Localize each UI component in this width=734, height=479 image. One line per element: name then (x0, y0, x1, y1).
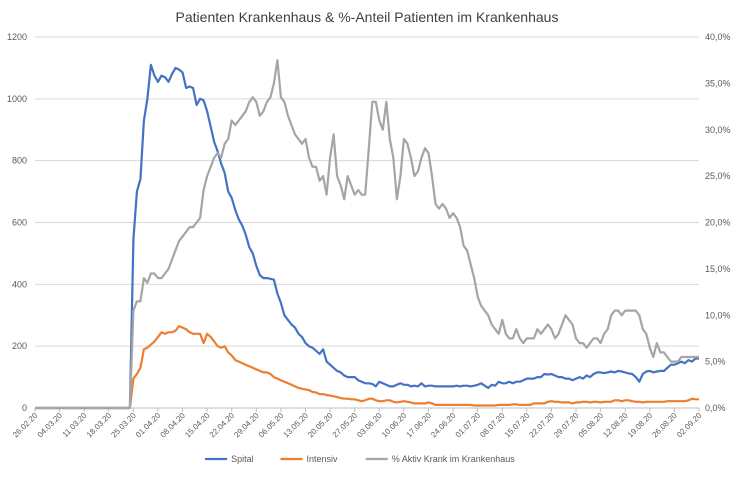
x-tick-label: 24.06.20 (429, 411, 458, 440)
y-tick-label: 200 (12, 341, 27, 351)
x-tick-label: 18.03.20 (85, 411, 114, 440)
y-tick-label: 600 (12, 218, 27, 228)
x-tick-label: 10.06.20 (380, 411, 409, 440)
x-tick-label: 17.06.20 (405, 411, 434, 440)
x-tick-label: 12.08.20 (601, 411, 630, 440)
y2-tick-label: 20,0% (705, 218, 731, 228)
y-tick-label: 400 (12, 279, 27, 289)
x-tick-label: 15.07.20 (503, 411, 532, 440)
y2-tick-label: 35,0% (705, 78, 731, 88)
x-tick-label: 26.02.20 (11, 411, 40, 440)
x-tick-label: 22.04.20 (208, 411, 237, 440)
x-tick-label: 26.08.20 (650, 411, 679, 440)
y-tick-label: 1000 (7, 94, 27, 104)
axes: 0 200 400 600 800 1000 1200 0,0% 5,0% 10,0% 15,0% 2… (7, 32, 731, 439)
x-tick-label: 19.08.20 (626, 411, 655, 440)
x-tick-label: 25.03.20 (109, 411, 138, 440)
x-tick-label: 13.05.20 (282, 411, 311, 440)
y2-tick-label: 15,0% (705, 264, 731, 274)
y2-tick-label: 0,0% (705, 403, 726, 413)
x-tick-label: 29.07.20 (552, 411, 581, 440)
y2-tick-label: 25,0% (705, 171, 731, 181)
x-tick-label: 22.07.20 (527, 411, 556, 440)
x-tick-label: 02.09.20 (675, 411, 704, 440)
chart-title: Patienten Krankenhaus & %-Anteil Patient… (176, 9, 559, 25)
y2-tick-label: 30,0% (705, 125, 731, 135)
legend: Spital Intensiv % Aktiv Krank im Krankenha… (205, 454, 515, 464)
y-tick-label: 0 (22, 403, 27, 413)
series (35, 59, 699, 410)
x-tick-label: 20.05.20 (306, 411, 335, 440)
y-tick-label: 800 (12, 156, 27, 166)
series-line-0 (35, 63, 699, 410)
x-tick-label: 08.07.20 (478, 411, 507, 440)
gridlines (35, 36, 699, 347)
legend-label: Spital (231, 454, 254, 464)
x-tick-label: 04.03.20 (36, 411, 65, 440)
x-tick-label: 08.04.20 (159, 411, 188, 440)
x-tick-label: 03.06.20 (355, 411, 384, 440)
x-tick-label: 01.04.20 (134, 411, 163, 440)
x-tick-label: 27.05.20 (331, 411, 360, 440)
x-tick-label: 29.04.20 (232, 411, 261, 440)
x-tick-label: 06.05.20 (257, 411, 286, 440)
x-tick-label: 01.07.20 (454, 411, 483, 440)
legend-label: Intensiv (307, 454, 339, 464)
y2-tick-label: 10,0% (705, 310, 731, 320)
series-line-1 (35, 325, 699, 410)
y2-tick-label: 40,0% (705, 32, 731, 42)
x-tick-label: 11.03.20 (61, 411, 89, 439)
x-tick-label: 05.08.20 (577, 411, 606, 440)
y-tick-label: 1200 (7, 32, 27, 42)
series-line-2 (35, 59, 699, 410)
x-tick-label: 15.04.20 (183, 411, 212, 440)
legend-label: % Aktiv Krank im Krankenhaus (392, 454, 516, 464)
y2-tick-label: 5,0% (705, 357, 726, 367)
